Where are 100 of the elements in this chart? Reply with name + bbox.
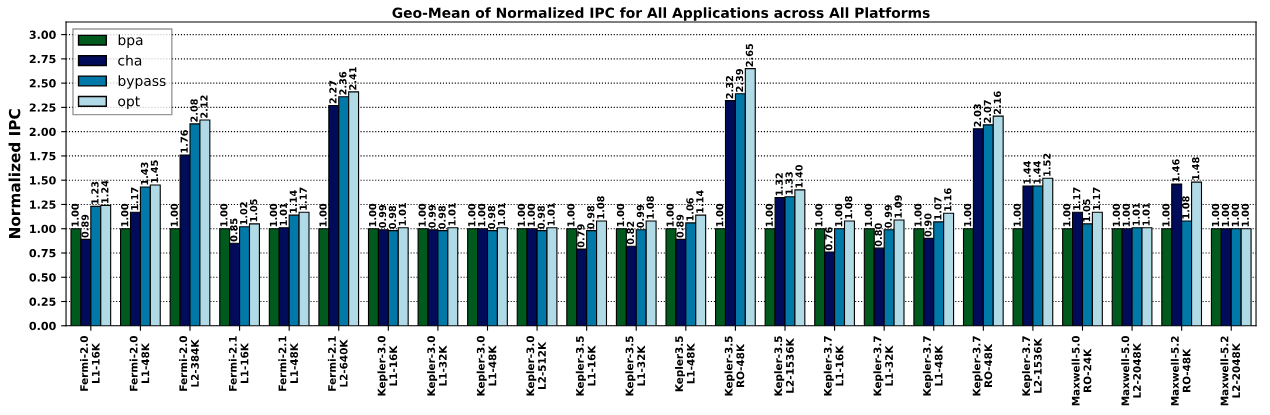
data-label: 2.41 [349, 67, 357, 90]
data-label: 1.52 [1043, 153, 1051, 176]
data-label: 1.45 [150, 160, 159, 183]
data-label: 2.65 [745, 43, 754, 67]
data-label: 2.03 [973, 104, 982, 127]
x-tick-label: Kepler-3.0 L1-16K [377, 335, 398, 396]
data-label: 1.00 [1013, 203, 1021, 227]
y-tick-label: 2.75 [29, 54, 56, 64]
data-label: 1.48 [1192, 157, 1200, 180]
data-label: 1.33 [785, 172, 793, 195]
data-label: 0.89 [81, 214, 89, 238]
data-label: 1.00 [220, 203, 228, 227]
data-label: 1.00 [269, 203, 278, 227]
x-tick-label: Kepler-3.0 L1-32K [427, 335, 447, 396]
x-tick-label: Maxwell-5.0 L2-2048K [1121, 336, 1141, 406]
data-label: 1.08 [646, 196, 654, 219]
x-tick-label: Kepler-3.0 L2-512K [526, 335, 546, 396]
data-label: 1.00 [319, 203, 327, 227]
x-tick-label: Kepler-3.7 L1-16K [823, 336, 844, 396]
data-label: 1.00 [815, 203, 823, 227]
data-label: 2.27 [329, 80, 337, 104]
data-label: 1.05 [249, 199, 258, 222]
data-label: 1.05 [1082, 199, 1091, 222]
data-label: 0.79 [577, 224, 585, 248]
data-label: 1.01 [448, 203, 456, 226]
y-tick-label: 2.00 [29, 127, 56, 137]
y-tick-label: 1.50 [30, 176, 56, 185]
x-tick-label: Fermi-2.1 L1-16K [228, 336, 249, 391]
data-label: 1.08 [844, 196, 853, 219]
data-label: 1.01 [398, 203, 407, 226]
data-label: 1.00 [418, 203, 426, 227]
data-label: 1.00 [914, 203, 922, 227]
data-label: 1.00 [963, 203, 972, 227]
data-label: 1.00 [716, 203, 724, 227]
data-label: 0.99 [428, 204, 436, 228]
data-label: 1.02 [240, 202, 248, 225]
data-label: 1.40 [795, 164, 803, 188]
data-label: 1.09 [894, 195, 902, 218]
data-label: 0.98 [438, 205, 446, 229]
data-label: 1.00 [616, 203, 625, 227]
data-label: 1.00 [666, 203, 674, 227]
data-label: 1.08 [1182, 196, 1190, 219]
data-label: 1.00 [835, 203, 843, 227]
x-tick-label: Kepler-3.0 L1-48K [476, 335, 497, 396]
data-label: 1.07 [934, 197, 942, 220]
data-label: 1.01 [279, 203, 288, 226]
data-label: 1.24 [101, 180, 109, 203]
x-tick-label: Fermi-2.1 L2-640K [327, 336, 348, 391]
x-tick-label: Maxwell-5.2 RO-48K [1170, 336, 1191, 406]
data-label: 0.98 [388, 205, 397, 229]
x-tick-label: Kepler-3.7 L2-1536K [1022, 336, 1042, 396]
data-label: 1.00 [121, 203, 129, 227]
data-label: 1.17 [1092, 187, 1101, 210]
x-tick-label: Fermi-2.0 L1-16K [79, 336, 100, 391]
data-label: 0.99 [636, 204, 645, 228]
data-label: 1.00 [170, 203, 178, 227]
data-label: 2.36 [339, 71, 347, 95]
data-label: 1.44 [1033, 161, 1041, 184]
data-label: 2.12 [200, 95, 208, 118]
y-tick-label: 1.00 [30, 224, 56, 234]
data-label: 0.82 [626, 221, 635, 245]
y-tick-label: 0.00 [29, 321, 56, 331]
data-label: 1.00 [567, 203, 575, 227]
x-tick-label: Maxwell-5.2 L2-2048K [1220, 336, 1241, 406]
y-tick-label: 2.50 [29, 79, 56, 88]
data-label: 1.00 [517, 203, 526, 227]
data-label: 1.00 [71, 203, 79, 227]
data-label: 1.00 [1122, 203, 1130, 227]
x-tick-label: Kepler-3.7 L1-48K [922, 336, 943, 396]
data-label: 1.17 [131, 187, 139, 210]
data-label: 0.89 [676, 214, 684, 238]
data-label: 0.98 [537, 205, 545, 229]
data-label: 1.32 [775, 173, 783, 196]
legend-label: cha [118, 54, 142, 66]
x-tick-label: Kepler3.5 L1-48K [674, 336, 695, 392]
data-label: 1.43 [140, 162, 149, 185]
data-label: 0.99 [378, 204, 387, 228]
data-label: 2.08 [190, 99, 198, 122]
data-label: 1.01 [547, 203, 555, 226]
data-label: 1.06 [686, 198, 694, 221]
data-label: 1.00 [1231, 203, 1240, 227]
data-label: 1.00 [527, 203, 535, 227]
data-label: 1.17 [299, 187, 307, 210]
data-label: 1.14 [289, 190, 297, 213]
legend-label: bpa [118, 34, 143, 48]
data-label: 1.16 [944, 188, 952, 211]
data-label: 2.07 [983, 100, 992, 123]
data-label: 1.00 [1211, 203, 1220, 227]
x-tick-label: Kepler-3.7 RO-48K [972, 336, 993, 396]
x-tick-label: Kepler-3.5 L2-1536K [774, 336, 794, 396]
data-label: 2.16 [993, 91, 1002, 114]
x-tick-label: Maxwell-5.0 RO-24K [1071, 336, 1092, 406]
y-tick-label: 2.25 [29, 103, 56, 112]
data-label: 0.99 [884, 204, 892, 228]
data-label: 1.00 [1241, 203, 1249, 227]
data-label: 0.80 [874, 223, 883, 247]
data-label: 1.46 [1172, 159, 1180, 182]
data-label: 0.90 [924, 213, 932, 237]
data-label: 1.00 [368, 203, 377, 227]
data-label: 1.00 [765, 203, 773, 227]
